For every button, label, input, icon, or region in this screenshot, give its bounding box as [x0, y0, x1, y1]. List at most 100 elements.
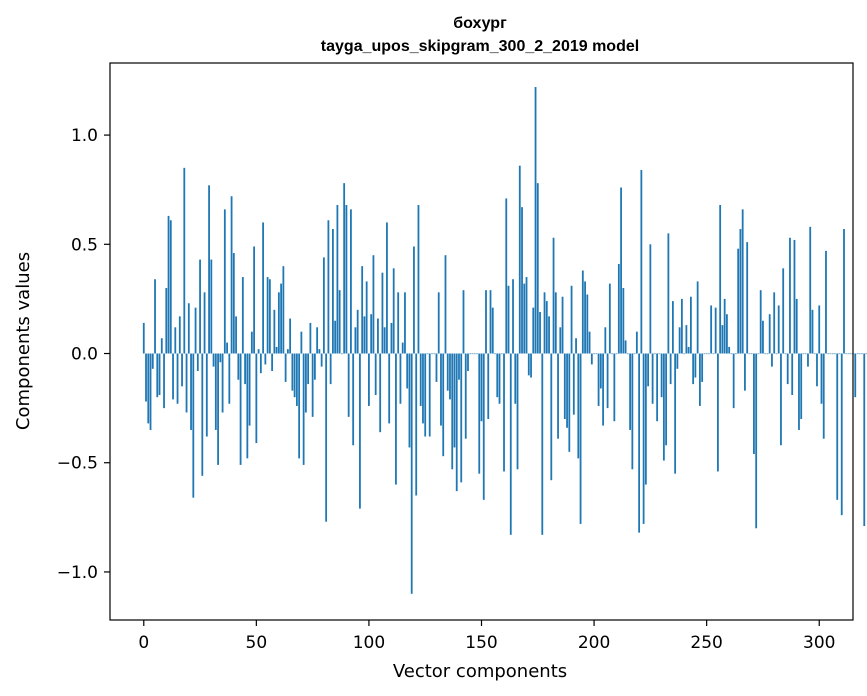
bar — [219, 353, 222, 363]
bar — [442, 353, 445, 457]
bar — [275, 346, 278, 354]
bar — [350, 209, 352, 354]
bar — [250, 331, 253, 354]
bar — [820, 353, 823, 404]
chart-title-line1: бохург — [453, 15, 507, 32]
bar — [525, 277, 528, 354]
bar — [482, 353, 485, 500]
bar — [401, 342, 404, 354]
bar — [699, 353, 701, 406]
bar — [388, 353, 391, 424]
bar — [809, 226, 812, 354]
bar — [435, 353, 438, 382]
bar — [557, 353, 559, 439]
bar — [653, 353, 656, 355]
bar — [266, 277, 269, 354]
bar — [205, 353, 208, 437]
bar — [856, 353, 859, 355]
bar — [449, 353, 451, 400]
bar — [491, 307, 494, 354]
bar — [840, 353, 843, 516]
bar — [719, 204, 722, 354]
bar — [352, 353, 355, 446]
bar — [629, 353, 631, 430]
bar — [304, 353, 307, 413]
bar — [608, 283, 611, 354]
y-axis-label: Components values — [13, 252, 34, 430]
bar — [505, 198, 508, 354]
bar — [523, 283, 526, 354]
bar — [467, 353, 469, 371]
bar — [642, 353, 645, 524]
bar — [671, 301, 674, 354]
bar — [458, 353, 460, 380]
bar — [568, 353, 571, 452]
bar — [334, 320, 337, 354]
bar — [696, 281, 699, 354]
bar — [174, 327, 177, 354]
x-tick-label: 100 — [353, 633, 385, 653]
bar — [584, 281, 586, 354]
bar — [460, 353, 463, 483]
bar — [469, 353, 472, 355]
bar — [563, 353, 566, 420]
bar — [665, 353, 668, 446]
bar — [199, 259, 201, 354]
bar — [361, 266, 364, 354]
bar — [354, 327, 357, 354]
bar — [789, 237, 791, 354]
x-tick-label: 150 — [465, 633, 497, 653]
bar — [588, 331, 591, 354]
bar — [638, 353, 641, 533]
bar — [185, 353, 188, 413]
bar — [223, 209, 226, 354]
bar — [593, 353, 595, 355]
bar — [208, 185, 210, 354]
bar — [307, 353, 310, 385]
bar — [273, 309, 276, 354]
bar — [539, 312, 541, 354]
bar — [712, 353, 715, 355]
bar — [372, 255, 375, 354]
x-tick-label: 0 — [138, 633, 149, 653]
bar — [343, 183, 346, 354]
bar — [426, 353, 429, 355]
bar — [739, 229, 742, 354]
bar — [744, 353, 746, 391]
x-axis-label: Vector components — [393, 661, 567, 682]
bar — [624, 340, 627, 354]
bar — [552, 237, 555, 354]
bar — [365, 281, 368, 354]
bar — [356, 309, 359, 354]
x-tick-label: 50 — [246, 633, 268, 653]
bar — [775, 353, 778, 355]
bar — [861, 353, 863, 355]
bar — [318, 349, 321, 354]
bar — [230, 196, 233, 354]
bar — [192, 353, 195, 498]
bar — [302, 353, 305, 465]
bar — [235, 316, 237, 354]
bar — [471, 353, 474, 355]
bar — [685, 325, 688, 354]
bar — [415, 353, 418, 496]
bar — [446, 353, 449, 391]
bar — [203, 292, 206, 354]
bar — [359, 353, 361, 509]
bar — [507, 285, 510, 354]
bar — [514, 353, 517, 404]
bar — [813, 353, 816, 355]
bar — [494, 353, 496, 355]
bar — [271, 353, 274, 371]
bar — [289, 318, 292, 354]
bar — [282, 266, 285, 354]
bar — [473, 353, 476, 355]
bar — [462, 290, 465, 354]
bar — [392, 268, 395, 354]
bar — [599, 353, 602, 389]
bar — [764, 353, 767, 355]
bar — [825, 250, 827, 354]
bar — [606, 353, 609, 409]
bar — [845, 353, 848, 355]
bar — [579, 353, 582, 524]
